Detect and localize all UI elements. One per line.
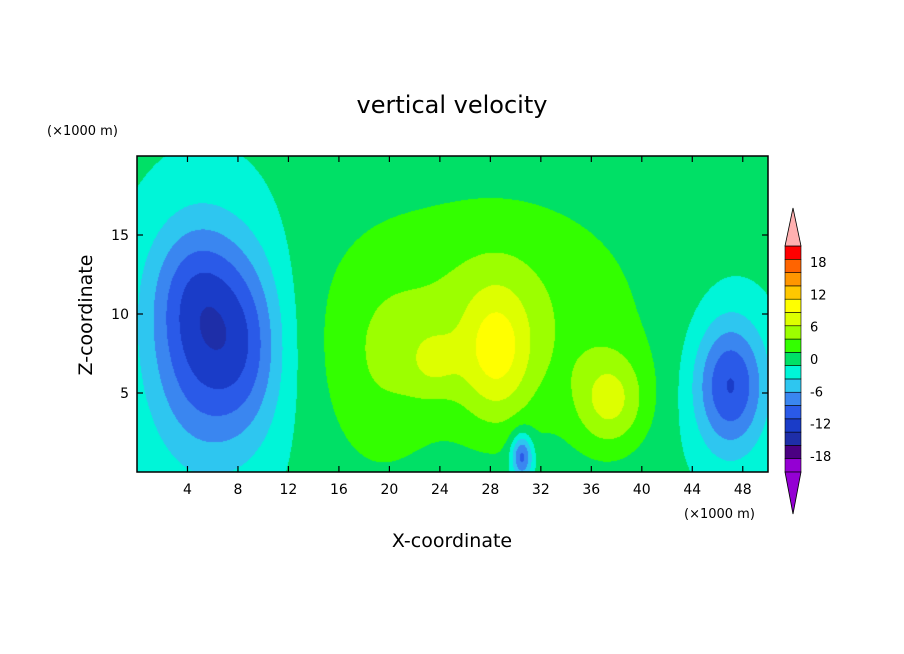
y-tick-label: 5	[120, 386, 129, 402]
y-tick-label: 15	[111, 228, 129, 244]
y-tick-label: 10	[111, 307, 129, 323]
x-tick-label: 44	[683, 482, 701, 498]
colorbar-band	[784, 458, 802, 473]
y-unit-label: (×1000 m)	[47, 124, 118, 139]
y-axis-ticks: 5 10 15	[111, 228, 768, 402]
colorbar-band	[784, 338, 802, 353]
x-tick-label: 4	[183, 482, 192, 498]
x-tick-label: 20	[380, 482, 398, 498]
colorbar-tick-label: -18	[810, 450, 831, 465]
heatmap-plot-area	[136, 155, 769, 473]
colorbar-tick-label: 6	[810, 321, 818, 336]
x-tick-label: 36	[582, 482, 600, 498]
x-tick-label: 16	[330, 482, 348, 498]
colorbar-band	[784, 445, 802, 460]
heatmap-canvas	[137, 156, 768, 472]
colorbar-tick-label: 18	[810, 256, 827, 271]
colorbar-band	[784, 405, 802, 420]
colorbar-tick-label: -6	[810, 385, 823, 400]
x-tick-label: 40	[633, 482, 651, 498]
colorbar-band	[784, 312, 802, 327]
x-tick-label: 8	[233, 482, 242, 498]
colorbar-band	[784, 325, 802, 340]
x-tick-label: 24	[431, 482, 449, 498]
colorbar-band	[784, 298, 802, 313]
x-tick-label: 32	[532, 482, 550, 498]
colorbar-band	[784, 272, 802, 287]
y-axis-label: Z-coordinate	[75, 255, 97, 376]
chart-title: vertical velocity	[357, 91, 548, 119]
colorbar-tick-label: 12	[810, 288, 827, 303]
x-axis-label: X-coordinate	[392, 530, 512, 552]
colorbar-band	[784, 378, 802, 393]
colorbar-lower-extend	[784, 471, 802, 515]
x-tick-label: 12	[280, 482, 298, 498]
colorbar-band	[784, 391, 802, 406]
colorbar-band	[784, 365, 802, 380]
colorbar-tick-label: -12	[810, 418, 831, 433]
x-tick-label: 48	[734, 482, 752, 498]
colorbar-band	[784, 352, 802, 366]
colorbar-upper-extend	[784, 207, 802, 247]
colorbar-band	[784, 285, 802, 300]
x-unit-label: (×1000 m)	[684, 507, 755, 522]
colorbar-band	[784, 258, 802, 273]
colorbar-tick-label: 0	[810, 353, 818, 368]
colorbar-band	[784, 245, 802, 260]
colorbar-band	[784, 431, 802, 446]
x-axis-ticks: 4 8 12 16 20 24 28 32 36 40 44 48	[183, 156, 752, 498]
colorbar: 18 12 6 0 -6 -12 -18	[784, 207, 831, 515]
colorbar-band	[784, 418, 802, 433]
x-tick-label: 28	[481, 482, 499, 498]
